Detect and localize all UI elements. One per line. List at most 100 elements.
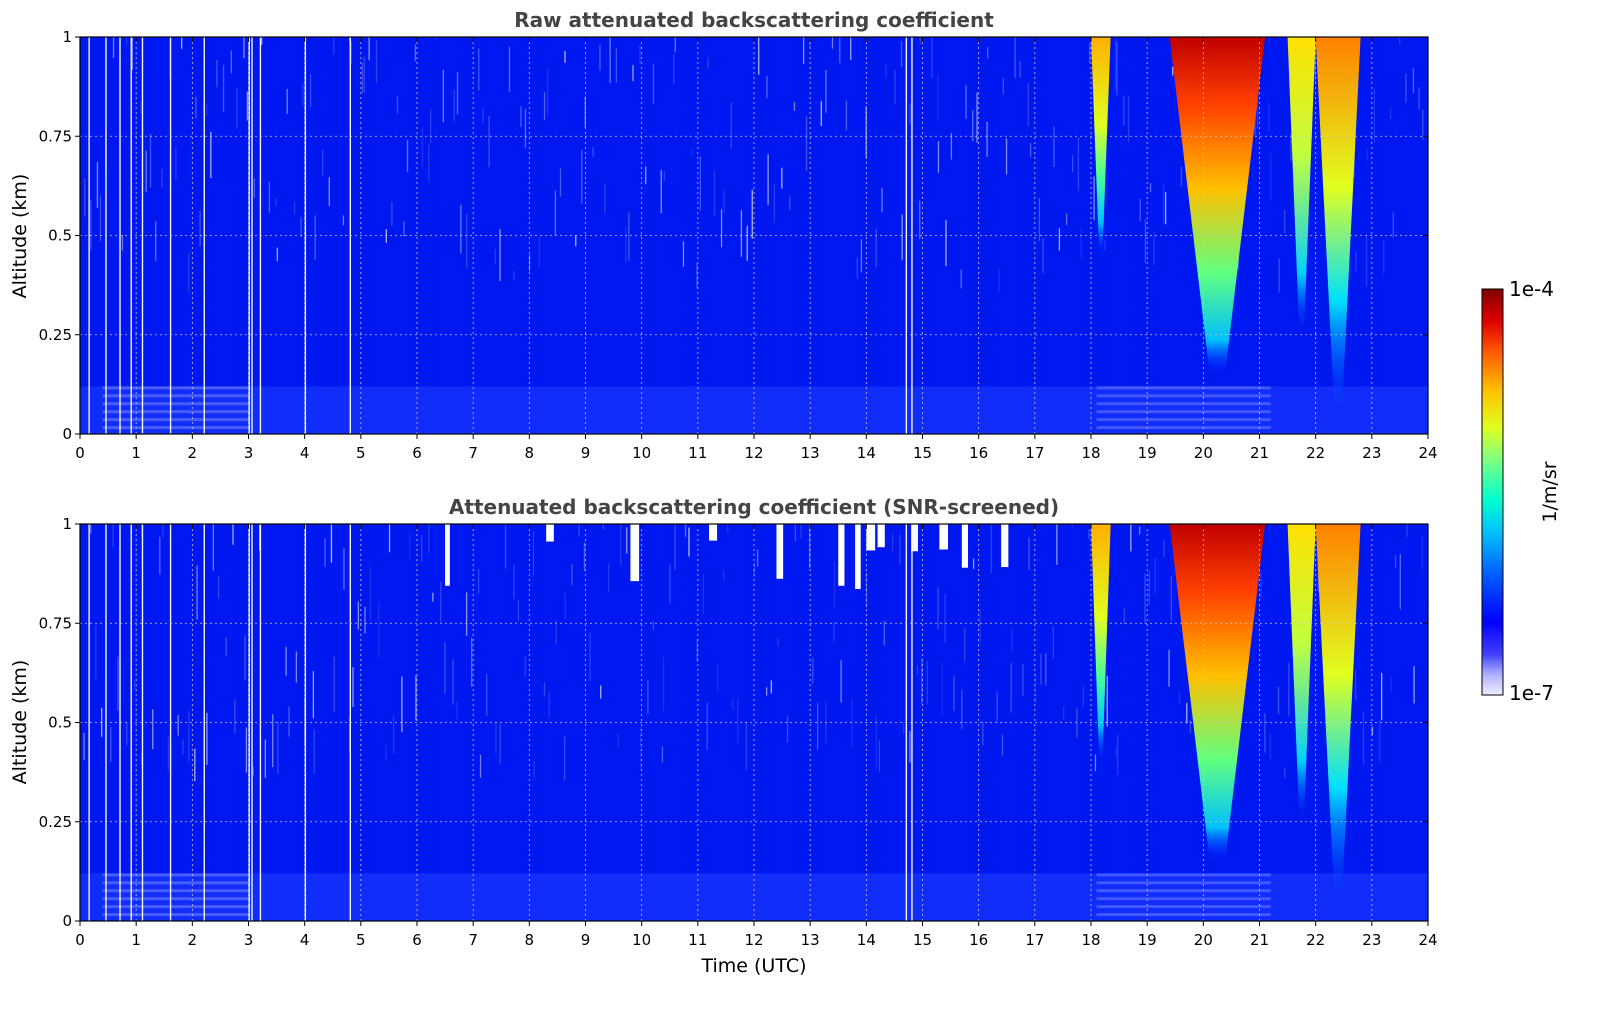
x-tick-label: 24 [1418, 444, 1437, 462]
screened-out-region [855, 524, 861, 590]
data-gap [88, 524, 90, 921]
x-tick-label: 17 [1025, 931, 1044, 949]
x-tick-label: 18 [1081, 444, 1100, 462]
x-tick-label: 19 [1138, 444, 1157, 462]
screened-out-region [838, 524, 845, 586]
x-tick-label: 3 [244, 931, 254, 949]
x-tick-label: 13 [801, 444, 820, 462]
x-tick-label: 21 [1250, 444, 1269, 462]
panel-screened: Attenuated backscattering coefficient (S… [9, 495, 1438, 977]
x-tick-label: 22 [1306, 931, 1325, 949]
x-tick-label: 2 [188, 444, 198, 462]
gridlines [80, 37, 1428, 434]
panel-raw: Raw attenuated backscattering coefficien… [9, 8, 1438, 462]
cloud-feature [1169, 524, 1266, 862]
x-tick-label: 23 [1362, 444, 1381, 462]
x-tick-label: 12 [744, 931, 763, 949]
screened-out-region [911, 524, 918, 552]
x-tick-label: 14 [857, 444, 876, 462]
x-tick-label: 7 [468, 444, 478, 462]
panel-title: Attenuated backscattering coefficient (S… [449, 495, 1059, 519]
data-gap [251, 524, 253, 921]
colorbar-max-label: 1e-4 [1509, 277, 1554, 301]
x-tick-label: 1 [131, 444, 141, 462]
y-tick-label: 0.5 [48, 227, 72, 245]
x-tick-label: 8 [525, 444, 535, 462]
noise-texture [83, 524, 1429, 917]
colorbar-unit-label: 1/m/sr [1539, 461, 1561, 522]
x-tick-label: 5 [356, 444, 366, 462]
x-axis-ticks: 0 1 2 3 4 5 6 7 8 9 10 11 12 13 14 15 16 17 18 19 20 21 22 23 24 [75, 37, 1438, 462]
screened-out-region [445, 524, 450, 586]
x-tick-label: 20 [1194, 931, 1213, 949]
x-tick-label: 5 [356, 931, 366, 949]
screened-out-region [776, 524, 784, 579]
x-tick-label: 16 [969, 931, 988, 949]
screened-out-region [877, 524, 885, 548]
y-tick-label: 0.5 [48, 714, 72, 732]
x-tick-label: 0 [75, 444, 85, 462]
data-gap [88, 37, 90, 434]
x-tick-label: 15 [913, 931, 932, 949]
x-tick-label: 23 [1362, 931, 1381, 949]
x-tick-label: 0 [75, 931, 85, 949]
screened-out-region [630, 524, 640, 582]
x-tick-label: 16 [969, 444, 988, 462]
screened-out-region [709, 524, 718, 541]
y-tick-label: 0.75 [39, 127, 72, 145]
colorbar: 1e-4 1e-7 1/m/sr [1481, 277, 1561, 705]
x-tick-label: 11 [688, 444, 707, 462]
y-tick-label: 0 [62, 425, 72, 443]
x-tick-label: 11 [688, 931, 707, 949]
data-gap [141, 37, 144, 434]
y-tick-label: 1 [62, 28, 72, 46]
x-tick-label: 1 [131, 931, 141, 949]
cloud-feature [1091, 37, 1111, 256]
x-tick-label: 4 [300, 931, 310, 949]
gridlines [80, 524, 1428, 921]
x-tick-label: 19 [1138, 931, 1157, 949]
y-axis-ticks: 0 0.25 0.5 0.75 1 [39, 515, 1428, 930]
x-tick-label: 10 [632, 931, 651, 949]
x-tick-label: 24 [1418, 931, 1437, 949]
x-axis-label: Time (UTC) [700, 955, 806, 977]
y-tick-label: 0 [62, 912, 72, 930]
x-tick-label: 2 [188, 931, 198, 949]
cloud-feature [1287, 524, 1316, 822]
x-tick-label: 22 [1306, 444, 1325, 462]
x-tick-label: 6 [412, 444, 422, 462]
x-tick-label: 13 [801, 931, 820, 949]
x-tick-label: 7 [468, 931, 478, 949]
x-tick-label: 20 [1194, 444, 1213, 462]
cloud-feature [1315, 524, 1361, 902]
data-gap [251, 37, 253, 434]
screened-out-region [961, 524, 969, 568]
x-tick-label: 12 [744, 444, 763, 462]
x-tick-label: 21 [1250, 931, 1269, 949]
screened-out-region [939, 524, 949, 550]
cloud-feature [1315, 37, 1361, 415]
y-axis-label: Altitude (km) [9, 660, 31, 785]
screened-out-region [1001, 524, 1009, 568]
y-axis-label: Altitude (km) [9, 174, 31, 299]
colorbar-gradient [1481, 288, 1504, 696]
y-tick-label: 0.25 [39, 813, 72, 831]
x-axis-ticks: 0 1 2 3 4 5 6 7 8 9 10 11 12 13 14 15 16 17 18 19 20 21 22 23 24 [75, 524, 1438, 949]
data-gap [248, 37, 250, 434]
x-tick-label: 18 [1081, 931, 1100, 949]
screened-out-region [546, 524, 554, 542]
cloud-feature [1091, 524, 1111, 763]
screened-out-region [866, 524, 876, 551]
x-tick-label: 17 [1025, 444, 1044, 462]
y-tick-label: 0.25 [39, 326, 72, 344]
cloud-feature [1287, 37, 1316, 335]
x-tick-label: 9 [581, 444, 591, 462]
x-tick-label: 6 [412, 931, 422, 949]
x-tick-label: 14 [857, 931, 876, 949]
y-axis-ticks: 0 0.25 0.5 0.75 1 [39, 28, 1428, 443]
x-tick-label: 3 [244, 444, 254, 462]
x-tick-label: 9 [581, 931, 591, 949]
y-tick-label: 0.75 [39, 614, 72, 632]
x-tick-label: 15 [913, 444, 932, 462]
